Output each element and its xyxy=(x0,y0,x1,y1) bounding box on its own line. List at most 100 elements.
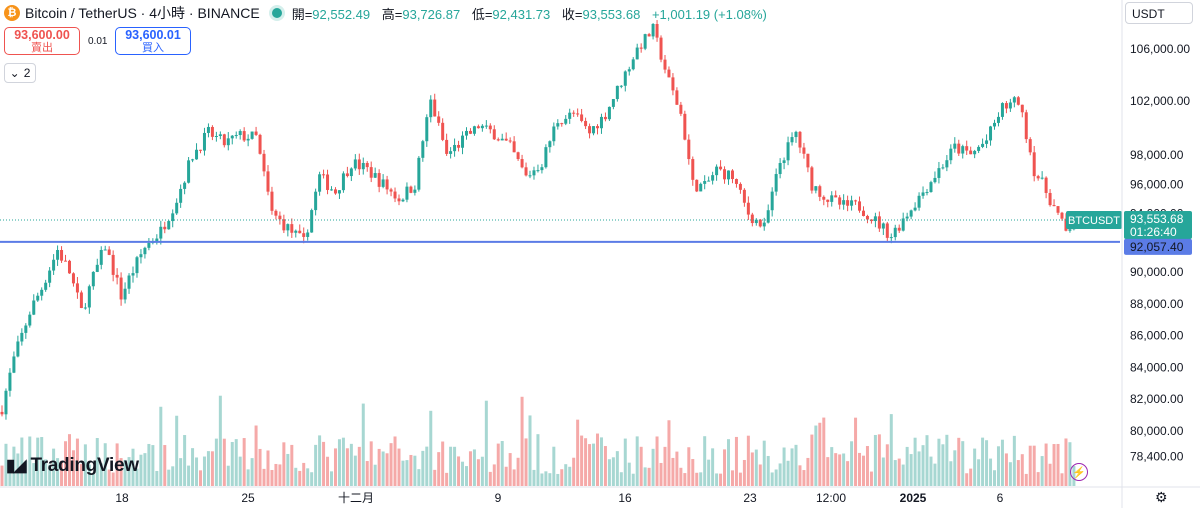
candle-body xyxy=(826,199,830,202)
tradingview-logo[interactable]: ▮◢ TradingView xyxy=(6,455,139,477)
volume-bar xyxy=(195,457,199,486)
candle-body xyxy=(159,226,163,239)
volume-bar xyxy=(877,434,881,486)
candle-body xyxy=(520,159,524,168)
candle-body xyxy=(683,113,687,140)
volume-bar xyxy=(52,448,56,486)
candle-body xyxy=(703,181,707,184)
volume-bar xyxy=(679,467,683,486)
volume-bar xyxy=(699,472,703,486)
candle-body xyxy=(405,186,409,200)
volume-bar xyxy=(64,441,68,486)
lightning-icon[interactable]: ⚡ xyxy=(1070,463,1088,481)
candle-body xyxy=(981,143,985,147)
candle-body xyxy=(67,260,71,274)
time-axis[interactable]: 18 25 十二月 9 16 23 12:00 2025 6 xyxy=(0,486,1200,505)
candle-body xyxy=(536,170,540,172)
volume-bar xyxy=(822,417,826,486)
volume-bar xyxy=(242,438,246,486)
candle-body xyxy=(385,179,389,190)
volume-bar xyxy=(115,443,119,486)
candle-body xyxy=(881,223,885,229)
currency-selector[interactable]: USDT xyxy=(1125,2,1193,24)
candle-body xyxy=(532,170,536,176)
volume-bar xyxy=(262,468,266,486)
candle-body xyxy=(179,188,183,203)
candle-body xyxy=(1068,229,1072,231)
volume-bar xyxy=(290,444,294,486)
volume-bar xyxy=(596,433,599,486)
volume-bar xyxy=(639,446,643,486)
volume-bar xyxy=(778,463,782,486)
volume-bar xyxy=(349,443,353,486)
volume-bar xyxy=(782,447,786,486)
close-value: 93,553.68 xyxy=(582,6,641,22)
candle-body xyxy=(611,99,615,107)
candle-body xyxy=(99,249,103,265)
candle-body xyxy=(369,167,373,178)
candle-body xyxy=(472,126,476,134)
candle-body xyxy=(651,23,655,37)
volume-bar xyxy=(361,403,365,486)
candle-body xyxy=(115,274,119,278)
price-tick-label: 98,000.00 xyxy=(1130,148,1184,162)
price-tick-label: 82,000.00 xyxy=(1130,392,1184,406)
candle-body xyxy=(977,146,981,151)
buy-button[interactable]: 93,600.01 買入 xyxy=(115,27,191,55)
volume-bar xyxy=(568,466,572,486)
volume-bar xyxy=(937,438,941,486)
low-value: 92,431.73 xyxy=(492,6,551,22)
volume-bar xyxy=(67,434,71,486)
candle-body xyxy=(794,131,798,138)
candle-body xyxy=(500,138,504,141)
volume-bar xyxy=(917,451,921,486)
candle-body xyxy=(95,264,99,272)
volume-bar xyxy=(901,464,905,486)
candle-body xyxy=(306,232,310,237)
symbol-title[interactable]: Bitcoin / TetherUS · 4小時 · BINANCE xyxy=(25,5,260,21)
volume-bar xyxy=(488,471,492,486)
volume-bar xyxy=(314,444,318,486)
candle-body xyxy=(286,224,290,231)
volume-bar xyxy=(333,448,337,486)
volume-bar xyxy=(536,434,540,486)
volume-bar xyxy=(897,458,901,486)
sell-button[interactable]: 93,600.00 賣出 xyxy=(4,27,80,55)
candle-body xyxy=(738,183,742,190)
candle-body xyxy=(806,153,810,168)
candle-body xyxy=(750,214,754,224)
volume-bar xyxy=(1048,463,1052,486)
price-axis[interactable]: 78,400.00 80,000.00 82,000.00 84,000.00 86,0… xyxy=(1121,0,1192,508)
symbol-tag-label: BTCUSDT xyxy=(1068,215,1120,227)
volume-bar xyxy=(369,441,373,486)
volume-bar xyxy=(457,456,461,486)
volume-bar xyxy=(206,451,210,486)
volume-bar xyxy=(151,445,155,486)
ohlc-legend: 開=92,552.49 高=93,726.87 低=92,431.73 收=93… xyxy=(291,6,767,22)
market-status-icon[interactable] xyxy=(271,8,282,18)
candle-body xyxy=(921,192,925,196)
volume-bar xyxy=(210,451,214,486)
volume-bar xyxy=(40,437,44,486)
volume-bar xyxy=(925,435,929,486)
volume-bar xyxy=(691,459,695,486)
volume-bar xyxy=(24,460,28,486)
candle-body xyxy=(298,230,302,234)
candle-body xyxy=(603,116,607,120)
spread-value: 0.01 xyxy=(88,36,108,47)
volume-bar xyxy=(798,465,802,486)
candle-body xyxy=(973,150,977,155)
volume-bar xyxy=(254,425,258,486)
volume-bar xyxy=(1036,472,1040,486)
candle-body xyxy=(445,139,449,154)
indicators-toggle[interactable]: ⌄ 2 xyxy=(4,63,36,83)
gear-icon[interactable]: ⚙ xyxy=(1155,489,1168,505)
volume-bar xyxy=(377,448,381,486)
candle-body xyxy=(850,200,854,206)
candle-body xyxy=(834,195,838,198)
volume-bar xyxy=(179,458,183,486)
candle-body xyxy=(687,139,691,160)
volume-bar xyxy=(770,472,774,486)
candle-body xyxy=(377,173,381,187)
